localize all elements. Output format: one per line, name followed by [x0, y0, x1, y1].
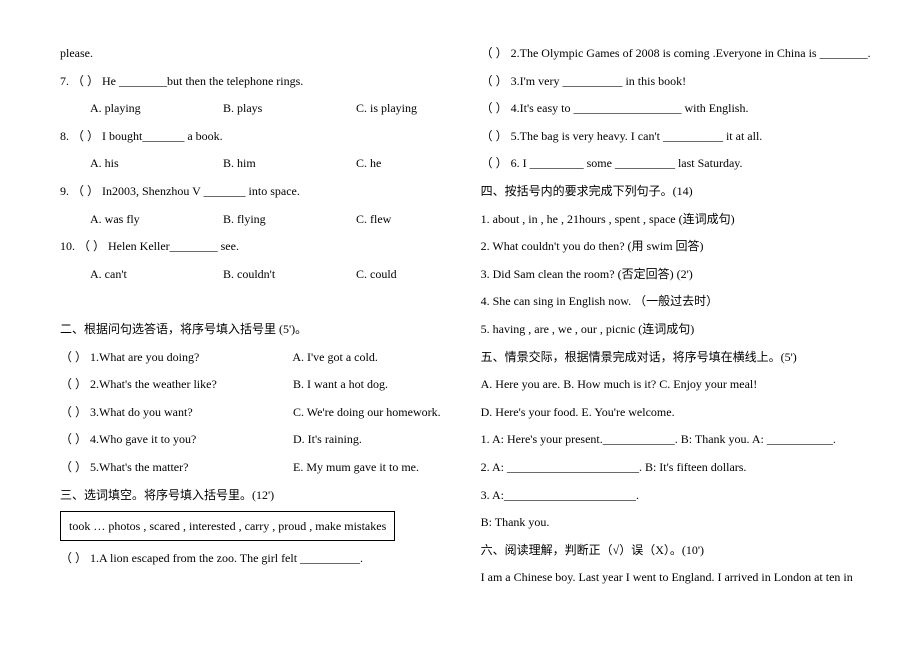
match-row: （ ） 3.What do you want? C. We're doing o… — [60, 399, 441, 427]
opt-a: A. can't — [90, 261, 220, 289]
fill-q1: （ ） 1.A lion escaped from the zoo. The g… — [60, 545, 441, 573]
options-9: A. was fly B. flying C. flew — [60, 206, 441, 234]
question-7: 7. （ ） He ________but then the telephone… — [60, 68, 441, 96]
word-bank: took … photos , scared , interested , ca… — [60, 511, 395, 541]
s4-q3: 3. Did Sam clean the room? (否定回答) (2') — [481, 261, 871, 289]
match-q: （ ） 4.Who gave it to you? — [60, 426, 290, 454]
opt-b: B. flying — [223, 206, 353, 234]
match-q: （ ） 1.What are you doing? — [60, 344, 290, 372]
fill-q3: （ ） 3.I'm very __________ in this book! — [481, 68, 871, 96]
opt-c: C. could — [356, 261, 397, 289]
word-bank-box: took … photos , scared , interested , ca… — [60, 509, 441, 545]
match-a: E. My mum gave it to me. — [293, 460, 419, 474]
match-row: （ ） 2.What's the weather like? B. I want… — [60, 371, 441, 399]
s5-d3a: 3. A:______________________. — [481, 482, 871, 510]
s4-q4: 4. She can sing in English now. （一般过去时） — [481, 288, 871, 316]
s5-d1: 1. A: Here's your present.____________. … — [481, 426, 871, 454]
opt-c: C. he — [356, 150, 381, 178]
s4-q5: 5. having , are , we , our , picnic (连词成… — [481, 316, 871, 344]
fill-q5: （ ） 5.The bag is very heavy. I can't ___… — [481, 123, 871, 151]
section-5-title: 五、情景交际，根据情景完成对话，将序号填在横线上。(5') — [481, 344, 871, 372]
match-q: （ ） 5.What's the matter? — [60, 454, 290, 482]
s5-options-de: D. Here's your food. E. You're welcome. — [481, 399, 871, 427]
opt-a: A. his — [90, 150, 220, 178]
opt-b: B. plays — [223, 95, 353, 123]
match-row: （ ） 1.What are you doing? A. I've got a … — [60, 344, 441, 372]
match-a: D. It's raining. — [293, 432, 362, 446]
match-row: （ ） 5.What's the matter? E. My mum gave … — [60, 454, 441, 482]
question-8: 8. （ ） I bought_______ a book. — [60, 123, 441, 151]
section-3-title: 三、选词填空。将序号填入括号里。(12') — [60, 482, 441, 510]
text-line: please. — [60, 40, 441, 68]
right-column: （ ） 2.The Olympic Games of 2008 is comin… — [481, 40, 871, 621]
s5-options-ab: A. Here you are. B. How much is it? C. E… — [481, 371, 871, 399]
section-6-title: 六、阅读理解，判断正（√）误（X）。(10') — [481, 537, 871, 565]
s5-d3b: B: Thank you. — [481, 509, 871, 537]
spacer — [60, 288, 441, 316]
s5-d2: 2. A: ______________________. B: It's fi… — [481, 454, 871, 482]
s4-q1: 1. about , in , he , 21hours , spent , s… — [481, 206, 871, 234]
match-a: C. We're doing our homework. — [293, 405, 441, 419]
opt-a: A. was fly — [90, 206, 220, 234]
match-a: A. I've got a cold. — [292, 350, 377, 364]
question-9: 9. （ ） In2003, Shenzhou V _______ into s… — [60, 178, 441, 206]
opt-c: C. is playing — [356, 95, 417, 123]
options-10: A. can't B. couldn't C. could — [60, 261, 441, 289]
question-10: 10. （ ） Helen Keller________ see. — [60, 233, 441, 261]
opt-c: C. flew — [356, 206, 391, 234]
page: please. 7. （ ） He ________but then the t… — [60, 40, 860, 621]
match-q: （ ） 3.What do you want? — [60, 399, 290, 427]
options-7: A. playing B. plays C. is playing — [60, 95, 441, 123]
options-8: A. his B. him C. he — [60, 150, 441, 178]
left-column: please. 7. （ ） He ________but then the t… — [60, 40, 441, 621]
fill-q6: （ ） 6. I _________ some __________ last … — [481, 150, 871, 178]
s6-paragraph: I am a Chinese boy. Last year I went to … — [481, 564, 871, 592]
s4-q2: 2. What couldn't you do then? (用 swim 回答… — [481, 233, 871, 261]
opt-b: B. couldn't — [223, 261, 353, 289]
section-2-title: 二、根据问句选答语，将序号填入括号里 (5')。 — [60, 316, 441, 344]
match-a: B. I want a hot dog. — [293, 377, 388, 391]
fill-q4: （ ） 4.It's easy to __________________ wi… — [481, 95, 871, 123]
fill-q2: （ ） 2.The Olympic Games of 2008 is comin… — [481, 40, 871, 68]
section-4-title: 四、按括号内的要求完成下列句子。(14) — [481, 178, 871, 206]
opt-a: A. playing — [90, 95, 220, 123]
opt-b: B. him — [223, 150, 353, 178]
match-row: （ ） 4.Who gave it to you? D. It's rainin… — [60, 426, 441, 454]
match-q: （ ） 2.What's the weather like? — [60, 371, 290, 399]
